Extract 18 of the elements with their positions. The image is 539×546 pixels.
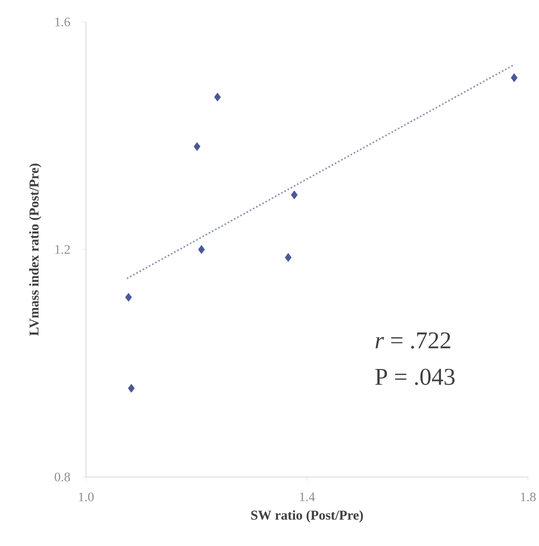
x-tick-label: 1.8 — [521, 492, 536, 502]
annotation: P = .043 — [375, 368, 455, 386]
point — [125, 292, 132, 302]
point — [284, 253, 292, 262]
point — [290, 190, 298, 200]
point — [128, 384, 135, 393]
x-axis-title: SW ratio (Post/Pre) — [251, 510, 363, 522]
x-tick-label: 1.0 — [79, 492, 94, 502]
y-tick-label: 0.8 — [54, 472, 70, 482]
annotation: r = .722 — [376, 332, 450, 349]
point — [198, 245, 205, 254]
point — [510, 73, 518, 82]
y-tick-label: 1.6 — [55, 18, 70, 26]
point — [214, 92, 221, 102]
x-tick-label: 1.4 — [300, 492, 315, 502]
point — [194, 142, 200, 151]
y-axis-title: LVmass index ratio (Post/Pre) — [29, 164, 42, 336]
y-tick-label: 1.2 — [55, 245, 70, 254]
